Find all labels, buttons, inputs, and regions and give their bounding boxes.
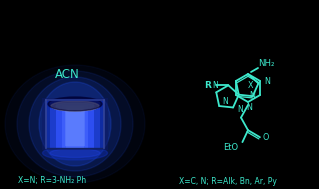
Text: EtO: EtO [223,143,238,152]
Text: O: O [263,133,269,142]
Text: N: N [212,81,218,90]
FancyBboxPatch shape [42,98,108,150]
FancyBboxPatch shape [66,106,84,148]
Text: N: N [237,105,243,114]
FancyBboxPatch shape [62,105,88,148]
Text: X=N; R=3-NH₂ Ph: X=N; R=3-NH₂ Ph [18,177,86,185]
Ellipse shape [51,101,99,111]
Ellipse shape [42,146,108,160]
Ellipse shape [48,97,102,111]
Ellipse shape [50,149,100,157]
Text: N: N [249,91,255,100]
Text: R: R [204,81,211,90]
Text: ACN: ACN [55,68,79,81]
FancyBboxPatch shape [65,108,85,146]
Text: NH₂: NH₂ [258,60,274,68]
Ellipse shape [5,65,145,183]
FancyBboxPatch shape [50,101,100,148]
Text: X=C, N; R=Alk, Bn, Ar, Py: X=C, N; R=Alk, Bn, Ar, Py [179,177,277,185]
Ellipse shape [39,82,111,166]
Text: X: X [248,81,253,90]
FancyBboxPatch shape [46,100,104,148]
FancyBboxPatch shape [56,103,94,148]
Ellipse shape [56,103,94,109]
Text: N: N [246,104,252,112]
Text: N: N [264,77,270,85]
Ellipse shape [29,77,121,171]
Ellipse shape [17,71,133,177]
Text: N: N [222,97,228,105]
